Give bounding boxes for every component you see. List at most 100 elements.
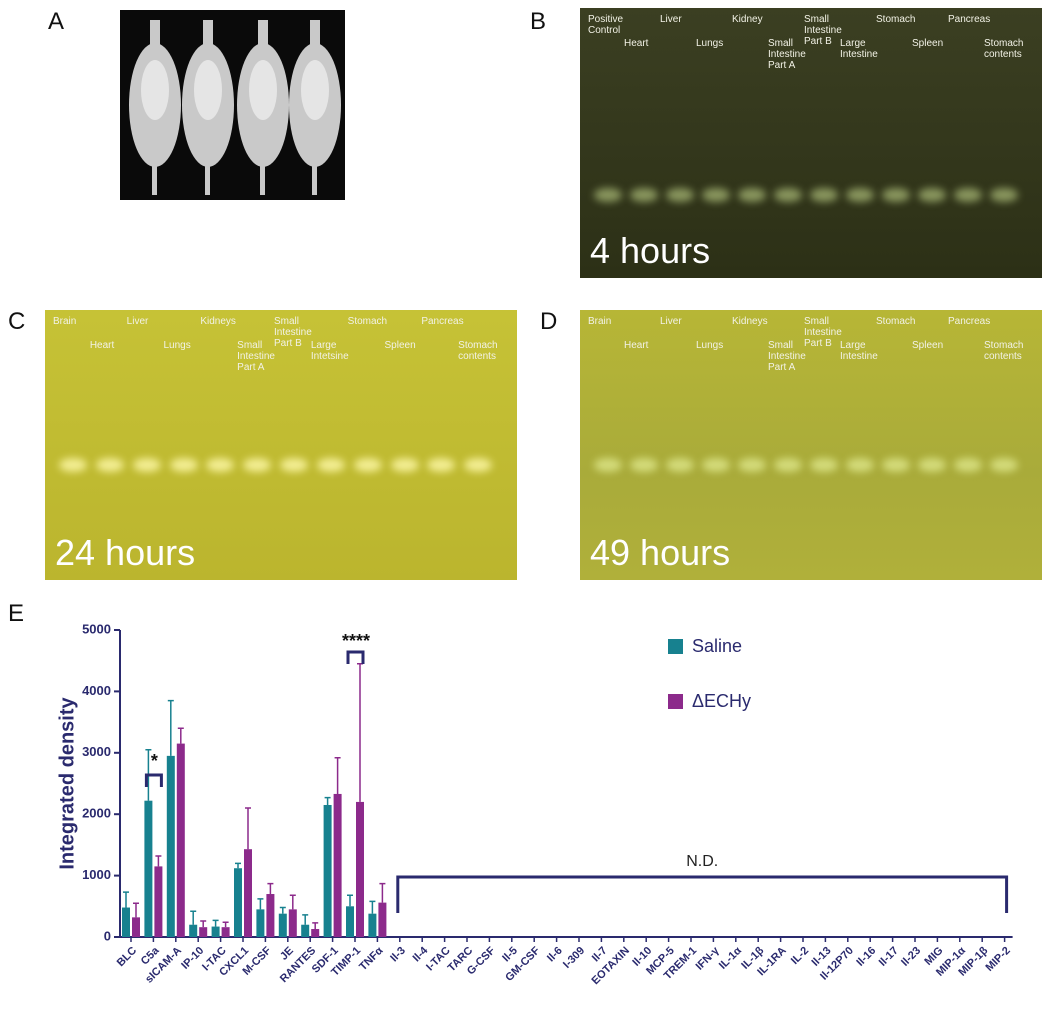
error-bar (155, 855, 162, 867)
gel-caption: 4 hours (590, 230, 711, 271)
panel-label: A (48, 8, 65, 35)
gel-band (95, 458, 124, 472)
error-bar (222, 921, 229, 928)
gel-band (738, 458, 766, 472)
significance-bracket (144, 773, 163, 787)
lane-label: Small Intestine Part B (804, 14, 842, 47)
error-bar (190, 910, 197, 925)
gel-band (774, 458, 802, 472)
y-tick-label: 1000 (82, 867, 111, 882)
significance-bracket (396, 875, 1009, 913)
error-bar (357, 663, 363, 802)
bar (256, 909, 265, 937)
legend-label: Saline (692, 636, 742, 656)
error-bar (200, 920, 207, 928)
error-bar (289, 894, 296, 910)
gel-image: Brain Heart Liver Lungs Kidneys Small Intesti… (45, 310, 517, 580)
annotation: N.D. (686, 853, 718, 870)
error-bar (167, 699, 174, 756)
lane-label: Stomach contents (984, 340, 1024, 362)
legend-swatch (668, 694, 683, 709)
panel-label: B (530, 8, 547, 35)
bar (176, 743, 185, 937)
gel-band (918, 458, 946, 472)
lane-label: Pancreas (421, 316, 464, 327)
lane-label: Spleen (912, 340, 944, 351)
error-bar (324, 796, 331, 805)
bar (234, 868, 242, 937)
y-tick-label: 5000 (82, 621, 111, 636)
gel-band (882, 188, 910, 202)
significance-bracket (346, 650, 365, 664)
lane-label: Stomach (876, 316, 916, 327)
lane-label: Large Intestine (840, 38, 878, 60)
bar (356, 801, 364, 937)
x-tick-label: MIP-2 (984, 945, 1013, 974)
bar (378, 902, 387, 937)
panel-label: D (540, 308, 558, 335)
annotation: **** (342, 631, 370, 651)
lane-label: Brain (53, 316, 77, 327)
bar (166, 755, 175, 937)
bar (323, 804, 332, 937)
lane-label: Liver (126, 316, 149, 327)
gel-band (702, 188, 730, 202)
lane-label: Lungs (696, 340, 724, 351)
lane-label: Kidney (732, 14, 763, 25)
bar (189, 924, 198, 937)
error-bar (212, 919, 219, 927)
x-tick-label: IFN-γ (694, 944, 723, 973)
lane-label: Small Intestine Part A (768, 340, 806, 373)
gel-band (810, 188, 838, 202)
lane-label: Pancreas (948, 14, 991, 25)
bar (288, 909, 297, 937)
bar (144, 800, 153, 937)
annotation: * (151, 751, 158, 771)
lane-label: Small Intestine Part B (804, 316, 842, 349)
y-axis-label: Integrated density (56, 697, 78, 870)
error-bar (379, 882, 386, 903)
lane-label: Heart (89, 340, 115, 351)
lane-label: Brain (588, 316, 612, 327)
lane-label: Liver (660, 316, 682, 327)
lane-label: Kidneys (732, 316, 768, 327)
gel-band (666, 188, 694, 202)
bar (199, 927, 208, 937)
lane-label: Heart (624, 38, 649, 49)
bar (278, 913, 287, 937)
x-tick-label: Il-3 (388, 945, 408, 965)
lane-label: Stomach (347, 316, 388, 327)
lane-label: Positive Control (588, 14, 624, 36)
lane-label: Large Intetsine (310, 340, 349, 362)
gel-band (954, 458, 982, 472)
lane-label: Large Intestine (840, 340, 878, 362)
lane-label: Pancreas (948, 316, 991, 327)
gel-band (630, 188, 658, 202)
lane-label: Liver (660, 14, 682, 25)
gel-band (206, 458, 235, 472)
gel-band (846, 188, 874, 202)
error-bar (235, 862, 241, 869)
y-tick-label: 4000 (82, 683, 111, 698)
gel-band (990, 458, 1018, 472)
y-tick-label: 0 (104, 928, 111, 943)
gel-band (954, 188, 982, 202)
lane-label: Heart (624, 340, 649, 351)
gel-band (464, 458, 493, 472)
gel-band (132, 458, 161, 472)
lane-label: Stomach contents (984, 38, 1024, 60)
y-tick-label: 2000 (82, 806, 111, 821)
bar (132, 917, 140, 937)
bar (211, 926, 220, 937)
x-tick-label: TNFα (357, 945, 386, 974)
gel-band (846, 458, 874, 472)
lane-label: Small Intestine Part B (274, 316, 312, 349)
gel-band (702, 458, 730, 472)
lane-label: Spleen (912, 38, 944, 49)
bar (266, 894, 275, 937)
legend-label: ΔECHy (692, 691, 751, 711)
error-bar (347, 894, 353, 907)
gel-caption: 24 hours (55, 532, 196, 573)
gel-image: Positive Control Heart Liver Lungs Kidney Sma… (580, 8, 1042, 278)
gel-band (316, 458, 345, 472)
